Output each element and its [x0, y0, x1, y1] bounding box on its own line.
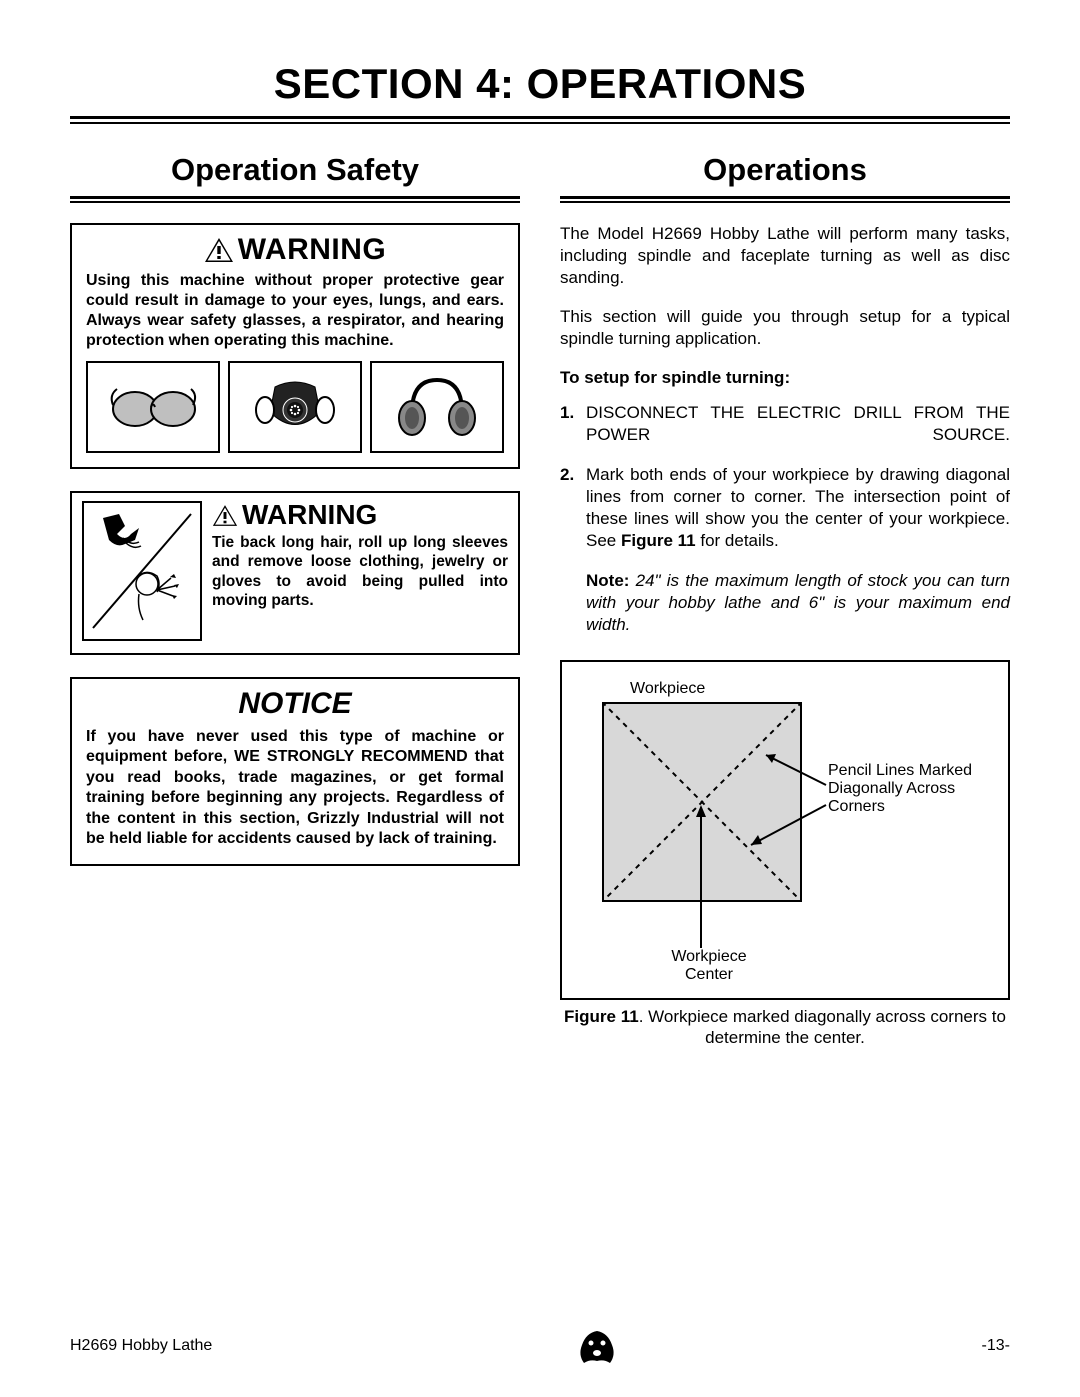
- warning-triangle-icon: [204, 237, 234, 263]
- rule: [70, 122, 1010, 124]
- step-number: 1.: [560, 402, 586, 446]
- warning-heading: WARNING: [86, 235, 504, 265]
- rule: [70, 196, 520, 199]
- note: Note: 24" is the maximum length of stock…: [586, 570, 1010, 635]
- rule: [560, 196, 1010, 199]
- step-number: 2.: [560, 464, 586, 552]
- page-footer: H2669 Hobby Lathe -13-: [70, 1323, 1010, 1369]
- ppe-icons-row: [86, 361, 504, 453]
- pencil-lines-label: Pencil Lines Marked Diagonally Across Co…: [828, 762, 998, 817]
- warning-heading: WARNING: [212, 501, 508, 529]
- figure-11: Workpiece Pencil Lines Marked Diagonally…: [560, 660, 1010, 1000]
- warning-text: Using this machine without proper protec…: [86, 271, 504, 351]
- notice-text: If you have never used this type of mach…: [86, 727, 504, 850]
- footer-right: -13-: [982, 1337, 1010, 1355]
- step-text: DISCONNECT THE ELECTRIC DRILL FROM THE P…: [586, 402, 1010, 446]
- setup-label: To setup for spindle turning:: [560, 368, 1010, 388]
- safety-glasses-icon: [86, 361, 220, 453]
- step-2: 2. Mark both ends of your workpiece by d…: [560, 464, 1010, 552]
- workpiece-center-label: Workpiece Center: [664, 948, 754, 985]
- respirator-icon: [228, 361, 362, 453]
- warning-label: WARNING: [242, 501, 377, 529]
- figure-caption: Figure 11. Workpiece marked diagonally a…: [560, 1006, 1010, 1049]
- setup-steps: 1. DISCONNECT THE ELECTRIC DRILL FROM TH…: [560, 402, 1010, 553]
- rule: [560, 201, 1010, 203]
- step-1: 1. DISCONNECT THE ELECTRIC DRILL FROM TH…: [560, 402, 1010, 446]
- hair-hazard-icon: [82, 501, 202, 641]
- note-text: 24" is the maximum length of stock you c…: [586, 571, 1010, 634]
- footer-left: H2669 Hobby Lathe: [70, 1337, 212, 1355]
- step-text: Mark both ends of your workpiece by draw…: [586, 464, 1010, 552]
- warning-box-hair: WARNING Tie back long hair, roll up long…: [70, 491, 520, 655]
- warning-label: WARNING: [238, 235, 387, 265]
- warning-box-ppe: WARNING Using this machine without prope…: [70, 223, 520, 469]
- hearing-protection-icon: [370, 361, 504, 453]
- rule: [70, 116, 1010, 119]
- warning-triangle-icon: [212, 504, 238, 527]
- intro-paragraph-1: The Model H2669 Hobby Lathe will perform…: [560, 223, 1010, 288]
- operations-heading: Operations: [560, 152, 1010, 188]
- two-column-layout: Operation Safety WARNING Using this mach…: [70, 152, 1010, 1048]
- rule: [70, 201, 520, 203]
- section-title: SECTION 4: OPERATIONS: [70, 60, 1010, 108]
- notice-box: NOTICE If you have never used this type …: [70, 677, 520, 866]
- notice-heading: NOTICE: [86, 687, 504, 721]
- left-column: Operation Safety WARNING Using this mach…: [70, 152, 520, 1048]
- figure-arrows: [576, 680, 1016, 1000]
- workpiece-label: Workpiece: [630, 680, 705, 698]
- right-column: Operations The Model H2669 Hobby Lathe w…: [560, 152, 1010, 1048]
- intro-paragraph-2: This section will guide you through setu…: [560, 306, 1010, 350]
- warning-text: Tie back long hair, roll up long sleeves…: [212, 533, 508, 611]
- operation-safety-heading: Operation Safety: [70, 152, 520, 188]
- note-label: Note:: [586, 571, 629, 590]
- grizzly-logo-icon: [574, 1323, 620, 1369]
